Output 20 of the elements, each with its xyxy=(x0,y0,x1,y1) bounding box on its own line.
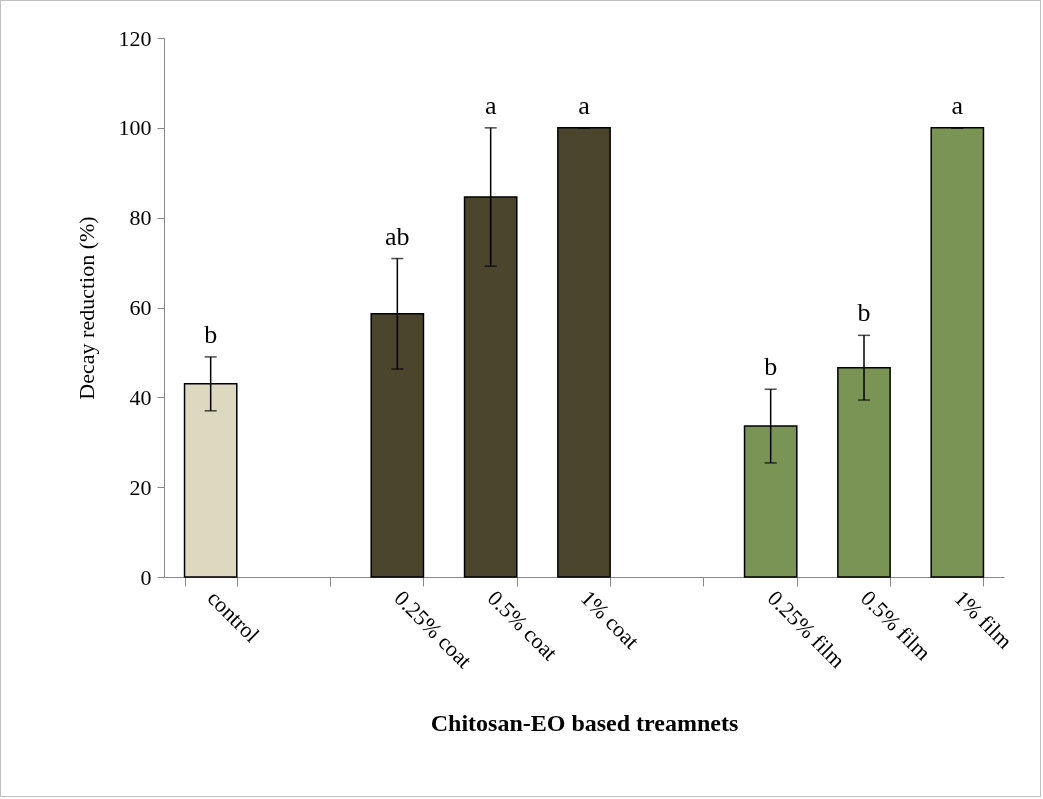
y-tick-label: 80 xyxy=(129,205,152,231)
y-tick-label: 100 xyxy=(118,115,152,141)
y-axis-title: Decay reduction (%) xyxy=(73,216,99,400)
y-tick-label: 0 xyxy=(140,564,152,590)
annotation: a xyxy=(951,90,964,120)
annotation: ab xyxy=(385,221,410,251)
y-tick-label: 120 xyxy=(118,25,152,51)
annotation: b xyxy=(857,298,871,328)
x-tick-label: 1% film xyxy=(949,585,1018,654)
bar xyxy=(930,127,985,578)
x-tick-label: 1% coat xyxy=(576,585,645,654)
annotation: b xyxy=(204,319,218,349)
y-tick-label: 60 xyxy=(129,295,152,320)
y-tick-label: 40 xyxy=(129,384,152,410)
annotation: b xyxy=(764,352,778,382)
annotation: a xyxy=(484,90,497,120)
x-axis-title: Chitosan-EO based treamnets xyxy=(430,710,739,737)
annotation: a xyxy=(578,90,591,120)
y-tick-label: 20 xyxy=(129,474,152,500)
bar xyxy=(557,127,611,578)
